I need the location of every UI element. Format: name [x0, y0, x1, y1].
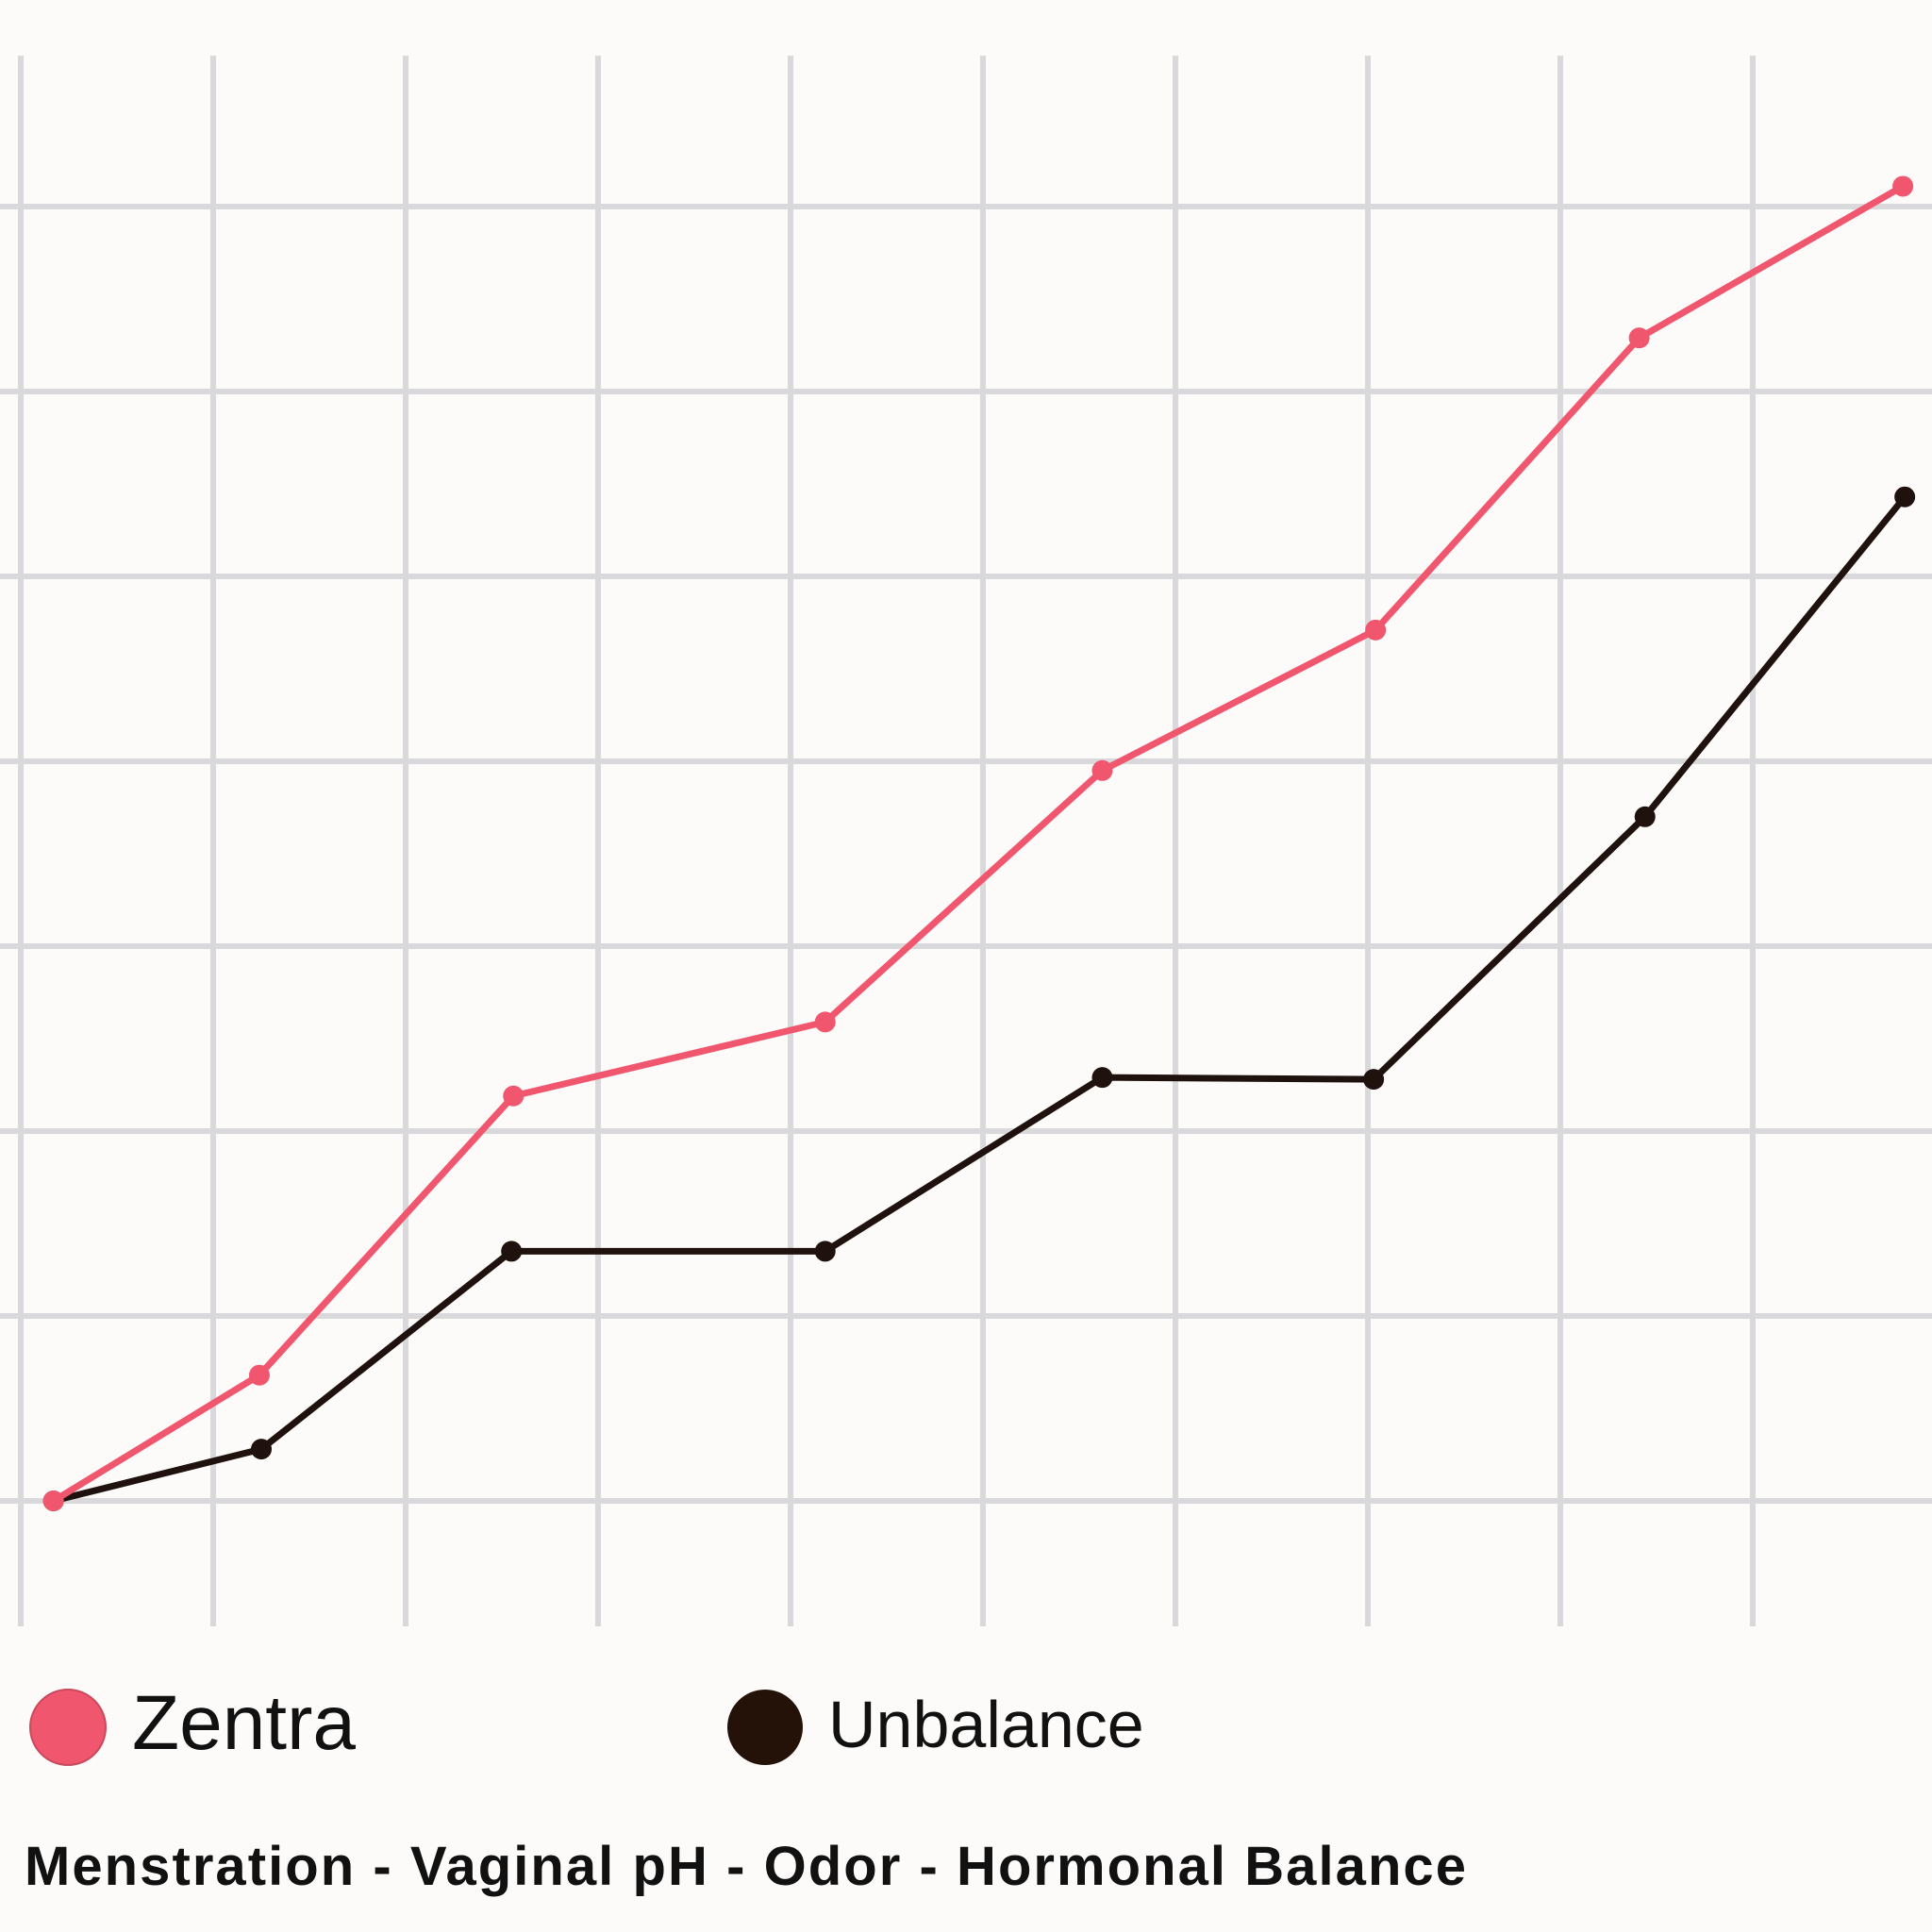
series-zentra [42, 175, 1914, 1511]
legend-label-unbalance: Unbalance [828, 1688, 1144, 1761]
data-point-zentra [814, 1011, 836, 1033]
x-axis-label: Menstration - Vaginal pH - Odor - Hormon… [25, 1836, 1466, 1897]
grid [0, 56, 1932, 1626]
data-point-unbalance [1634, 806, 1656, 827]
data-point-zentra [42, 1491, 64, 1511]
data-point-zentra [503, 1085, 525, 1107]
data-point-unbalance [501, 1241, 523, 1262]
data-point-zentra [248, 1364, 270, 1386]
legend-label-zentra: Zentra [132, 1680, 356, 1766]
series-lines [42, 175, 1916, 1511]
data-point-unbalance [1091, 1067, 1113, 1089]
data-point-zentra [1628, 327, 1650, 349]
series-unbalance [42, 486, 1916, 1511]
series-line-unbalance [52, 494, 1907, 1505]
legend-marker-zentra [29, 1689, 107, 1766]
data-point-zentra [1892, 175, 1914, 197]
series-line-zentra [51, 183, 1905, 1504]
data-point-zentra [1365, 619, 1387, 641]
legend: Zentra Unbalance [29, 1680, 1144, 1766]
data-point-zentra [1091, 759, 1113, 781]
data-point-unbalance [1363, 1069, 1385, 1091]
data-point-unbalance [1894, 486, 1916, 508]
data-point-unbalance [251, 1439, 272, 1460]
data-point-unbalance [814, 1241, 836, 1262]
legend-marker-unbalance [727, 1690, 803, 1765]
